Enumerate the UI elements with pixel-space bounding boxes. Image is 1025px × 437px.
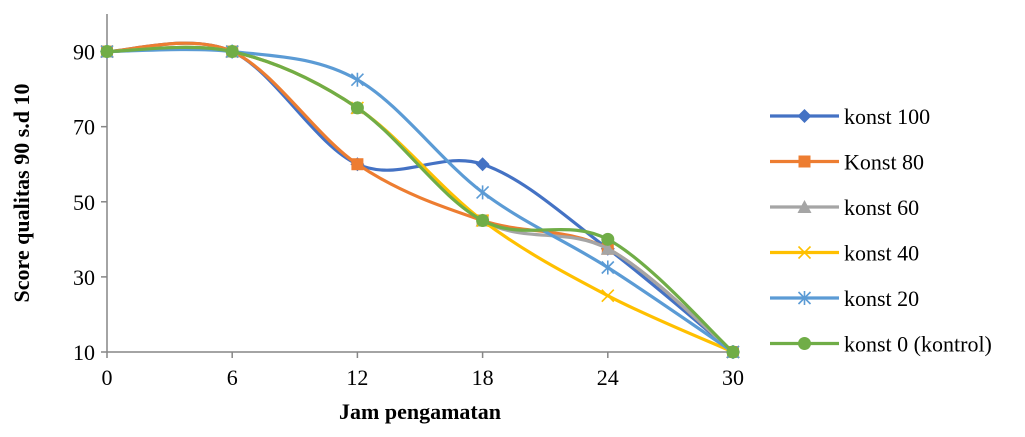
- x-tick-label: 30: [722, 365, 744, 390]
- series-line: [105, 45, 735, 354]
- ticks: 10 30 50 70 90 0 6 12 18 24 30: [73, 40, 744, 390]
- series-3: [100, 44, 740, 359]
- x-tick-label: 24: [597, 365, 619, 390]
- y-tick-label: 10: [73, 340, 95, 365]
- data-point: [601, 289, 615, 303]
- y-axis-title: Score qualitas 90 s.d 10: [9, 83, 34, 302]
- y-tick-label: 90: [73, 40, 95, 65]
- x-axis-title: Jam pengamatan: [339, 399, 501, 424]
- legend-label: konst 0 (kontrol): [844, 332, 992, 357]
- data-point: [225, 45, 239, 59]
- legend-label: konst 20: [844, 286, 919, 311]
- y-tick-label: 70: [73, 115, 95, 140]
- data-point: [726, 345, 740, 359]
- series-line: [105, 41, 735, 354]
- y-tick-label: 50: [73, 190, 95, 215]
- legend-marker: [797, 109, 812, 123]
- series-line: [105, 47, 735, 354]
- x-tick-label: 6: [227, 365, 238, 390]
- x-tick-label: 12: [346, 365, 368, 390]
- data-point: [100, 45, 114, 59]
- legend-marker: [798, 155, 811, 168]
- legend-item: konst 100: [770, 104, 930, 129]
- legend-label: konst 40: [844, 241, 919, 266]
- data-point: [350, 101, 364, 115]
- data-point: [476, 185, 490, 200]
- legend-label: konst 100: [844, 104, 930, 129]
- legend-label: konst 60: [844, 195, 919, 220]
- data-point: [350, 72, 364, 87]
- data-point: [476, 214, 490, 228]
- y-tick-label: 30: [73, 265, 95, 290]
- legend-item: konst 60: [770, 195, 919, 220]
- legend-item: konst 40: [770, 241, 919, 266]
- legend-item: konst 20: [770, 286, 919, 311]
- data-point: [475, 157, 490, 172]
- data-point: [601, 260, 615, 275]
- legend-marker: [797, 200, 812, 213]
- legend-marker: [797, 245, 812, 260]
- series-layer: [100, 41, 740, 359]
- legend: konst 100 Konst 80 konst 60 konst 40 konst 2…: [770, 104, 992, 357]
- series-5: [100, 45, 740, 359]
- x-tick-label: 18: [472, 365, 494, 390]
- legend-label: Konst 80: [844, 150, 924, 175]
- legend-item: konst 0 (kontrol): [770, 332, 992, 357]
- data-point: [351, 158, 364, 171]
- x-tick-label: 0: [102, 365, 113, 390]
- legend-item: Konst 80: [770, 150, 924, 175]
- axes: [106, 14, 733, 353]
- legend-marker: [798, 337, 811, 350]
- data-point: [600, 241, 615, 255]
- data-point: [601, 232, 615, 246]
- series-line: [105, 45, 735, 354]
- series-1: [101, 41, 739, 358]
- series-2: [100, 44, 740, 358]
- series-line: [105, 45, 735, 354]
- legend-marker: [797, 291, 812, 305]
